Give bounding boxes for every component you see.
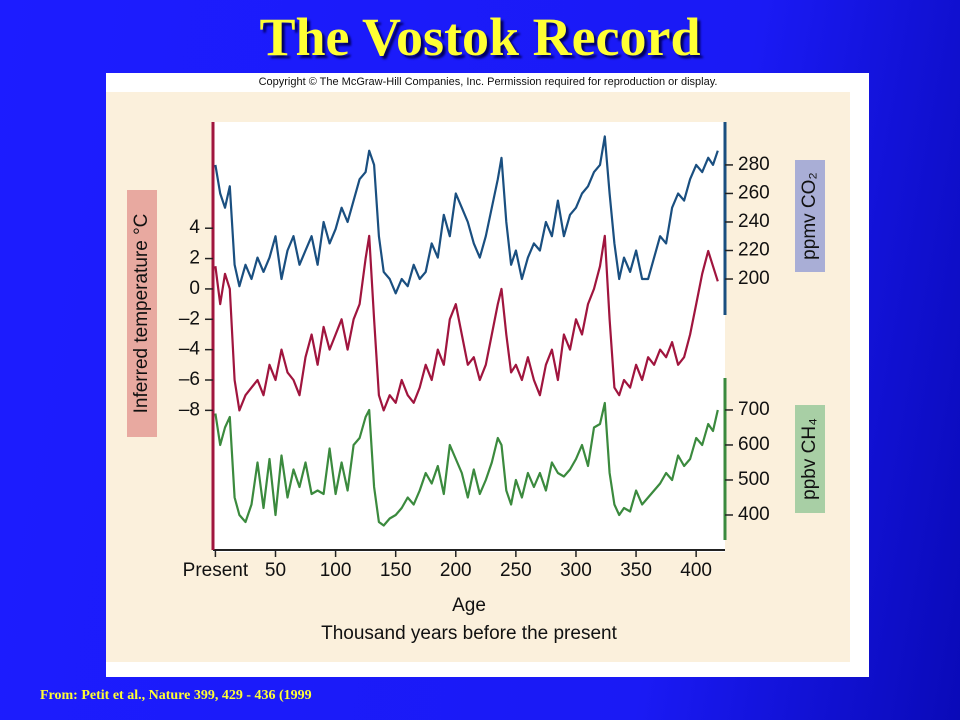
data-line xyxy=(214,234,719,412)
y-axis-label: ppbv CH₄ xyxy=(799,418,820,500)
y-tick-label: 500 xyxy=(738,469,770,490)
axis-label-box xyxy=(795,405,825,513)
source-note: From: Petit et al., Nature 399, 429 - 43… xyxy=(40,688,312,703)
x-tick-label: 350 xyxy=(620,560,652,581)
x-tick-label: 150 xyxy=(380,560,412,581)
y-tick-label: 600 xyxy=(738,434,770,455)
x-tick-label: Present xyxy=(183,560,249,581)
y-tick-label: 240 xyxy=(738,211,770,232)
y-tick-label: –8 xyxy=(179,399,200,420)
data-line xyxy=(214,401,719,527)
y-tick-label: 220 xyxy=(738,240,770,261)
y-tick-label: 400 xyxy=(738,504,770,525)
y-tick-label: 200 xyxy=(738,268,770,289)
x-tick-label: 300 xyxy=(560,560,592,581)
y-tick-label: 2 xyxy=(189,248,200,269)
x-axis-sublabel: Thousand years before the present xyxy=(321,623,617,644)
x-tick-label: 400 xyxy=(680,560,712,581)
x-tick-label: 200 xyxy=(440,560,472,581)
data-line xyxy=(214,135,719,295)
x-tick-label: 50 xyxy=(265,560,286,581)
x-axis-label: Age xyxy=(452,595,486,616)
y-tick-label: –4 xyxy=(179,339,201,360)
y-tick-label: –6 xyxy=(179,369,200,390)
y-axis-label: ppmv CO₂ xyxy=(799,172,820,260)
slide-title: The Vostok Record xyxy=(259,7,701,67)
y-tick-label: 4 xyxy=(189,217,200,238)
y-tick-label: 0 xyxy=(189,278,200,299)
x-tick-label: 250 xyxy=(500,560,532,581)
axis-label-box xyxy=(127,190,157,437)
y-tick-label: 700 xyxy=(738,399,770,420)
axis-label-box xyxy=(795,160,825,272)
y-tick-label: 260 xyxy=(738,182,770,203)
x-tick-label: 100 xyxy=(320,560,352,581)
y-tick-label: 280 xyxy=(738,154,770,175)
y-axis-label: Inferred temperature °C xyxy=(131,214,152,414)
y-tick-label: –2 xyxy=(179,308,200,329)
copyright: Copyright © The McGraw-Hill Companies, I… xyxy=(259,76,718,88)
